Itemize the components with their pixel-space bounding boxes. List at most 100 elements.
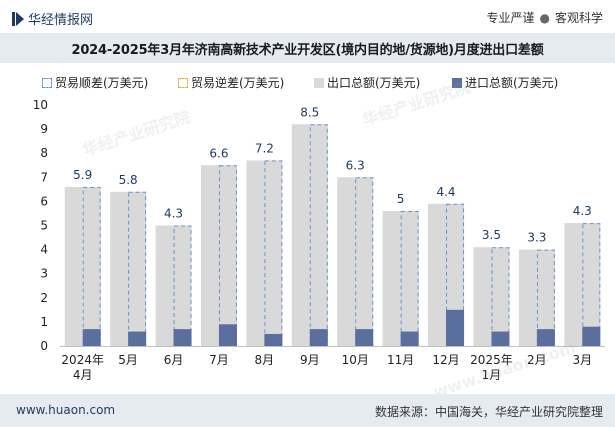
title-bar: 2024-2025年3月年济南高新技术产业开发区(境内目的地/货源地)月度进出口… xyxy=(0,33,615,63)
x-tick-label-line: 6月 xyxy=(164,353,184,367)
import-bar[interactable] xyxy=(446,309,465,346)
slogan-dot-icon: ● xyxy=(539,11,550,25)
export-bar[interactable] xyxy=(64,186,83,346)
legend-label-deficit: 贸易逆差(万美元) xyxy=(191,76,285,90)
legend-item-deficit[interactable]: 贸易逆差(万美元) xyxy=(178,74,284,91)
export-bar[interactable] xyxy=(155,225,174,347)
data-label: 4.3 xyxy=(573,204,592,218)
x-tick-label: 6月 xyxy=(164,353,184,367)
top-bar: 华经情报网 专业严谨 ● 客观科学 xyxy=(0,0,615,33)
import-bar[interactable] xyxy=(491,331,510,346)
surplus-bar[interactable] xyxy=(355,177,374,346)
x-tick-label-line: 11月 xyxy=(387,353,414,367)
export-bar-right xyxy=(173,225,192,346)
import-bar[interactable] xyxy=(582,326,601,346)
import-bar[interactable] xyxy=(173,329,192,346)
footer-site-link[interactable]: www.huaon.com xyxy=(16,403,116,417)
data-label: 5 xyxy=(397,192,405,206)
export-bar[interactable] xyxy=(110,191,129,346)
data-label: 4.3 xyxy=(164,207,183,221)
slogan-left: 专业严谨 xyxy=(486,11,535,25)
brand-name: 华经情报网 xyxy=(28,13,94,28)
y-tick-label: 3 xyxy=(40,267,48,281)
import-bar[interactable] xyxy=(82,329,101,346)
y-tick-label: 2 xyxy=(40,291,48,305)
import-bar[interactable] xyxy=(309,329,328,346)
surplus-bar[interactable] xyxy=(491,247,510,346)
x-tick-label: 7月 xyxy=(209,353,229,367)
x-tick-label: 11月 xyxy=(387,353,414,367)
data-label: 3.3 xyxy=(527,231,546,245)
legend-item-surplus[interactable]: 贸易顺差(万美元) xyxy=(42,74,148,91)
brand[interactable]: 华经情报网 xyxy=(12,9,93,28)
chart-area: 0 1 2 3 4 5 6 7 8 9 10 5.9 2024年 4月 5.8 5月 4.3 6月 6.6 7月 7.2… xyxy=(33,98,605,382)
data-label: 7.2 xyxy=(255,141,274,155)
legend-swatch-import xyxy=(452,78,462,88)
chart-title: 2024-2025年3月年济南高新技术产业开发区(境内目的地/货源地)月度进出口… xyxy=(71,43,544,58)
export-bar-right xyxy=(82,186,101,346)
legend-swatch-export xyxy=(314,78,324,88)
x-tick-label-line: 12月 xyxy=(432,353,459,367)
y-tick-label: 8 xyxy=(40,146,48,160)
x-tick-label: 2025年 1月 xyxy=(470,353,513,382)
export-bar[interactable] xyxy=(291,124,310,346)
data-label: 4.4 xyxy=(436,185,455,199)
export-bar[interactable] xyxy=(473,247,492,346)
x-tick-label: 12月 xyxy=(432,353,459,367)
x-tick-label: 2月 xyxy=(527,353,547,367)
surplus-bar[interactable] xyxy=(446,203,465,346)
export-bar[interactable] xyxy=(382,211,401,346)
export-bar-right xyxy=(536,249,555,346)
x-tick-label: 3月 xyxy=(572,353,592,367)
legend-label-surplus: 贸易顺差(万美元) xyxy=(55,76,149,90)
x-tick-label-line: 7月 xyxy=(209,353,229,367)
export-bar[interactable] xyxy=(518,249,537,346)
export-bar-right xyxy=(218,165,237,346)
x-tick-label: 8月 xyxy=(255,353,275,367)
export-bar-right xyxy=(355,177,374,346)
x-tick-label: 2024年 4月 xyxy=(61,353,104,382)
export-bar-right xyxy=(128,191,147,346)
x-tick-label-line: 10月 xyxy=(342,353,369,367)
export-bar[interactable] xyxy=(564,223,583,346)
x-tick-label: 9月 xyxy=(300,353,320,367)
data-label: 6.6 xyxy=(209,146,228,160)
export-bar[interactable] xyxy=(246,160,265,346)
export-bar[interactable] xyxy=(428,203,447,346)
x-tick-label-line: 9月 xyxy=(300,353,320,367)
legend-item-import[interactable]: 进口总额(万美元) xyxy=(452,74,558,91)
x-tick-label-line: 1月 xyxy=(482,368,502,382)
surplus-bar[interactable] xyxy=(400,211,419,347)
import-bar[interactable] xyxy=(128,331,147,346)
x-tick-label: 10月 xyxy=(342,353,369,367)
legend-item-export[interactable]: 出口总额(万美元) xyxy=(314,74,420,91)
y-tick-label: 4 xyxy=(40,243,48,257)
data-label: 6.3 xyxy=(346,158,365,172)
import-bar[interactable] xyxy=(536,329,555,346)
import-bar[interactable] xyxy=(264,333,283,346)
export-bar[interactable] xyxy=(200,165,219,346)
import-bar[interactable] xyxy=(400,331,419,346)
legend-label-import: 进口总额(万美元) xyxy=(465,76,559,90)
x-tick-label: 5月 xyxy=(118,353,138,367)
legend-swatch-deficit xyxy=(178,78,188,88)
x-tick-label-line: 3月 xyxy=(572,353,592,367)
export-bar-right xyxy=(264,160,283,346)
x-tick-label-line: 4月 xyxy=(73,368,93,382)
legend-swatch-surplus xyxy=(42,78,52,88)
brand-logo-icon xyxy=(12,12,24,26)
import-bar[interactable] xyxy=(218,324,237,346)
x-tick-label-line: 2025年 xyxy=(470,353,513,367)
surplus-bar[interactable] xyxy=(173,225,192,346)
x-tick-label-line: 2024年 xyxy=(61,353,104,367)
y-tick-label: 10 xyxy=(33,98,48,112)
export-bar[interactable] xyxy=(337,177,356,346)
export-bar-right xyxy=(400,211,419,346)
data-label: 5.8 xyxy=(119,173,138,187)
data-label: 3.5 xyxy=(482,228,501,242)
legend-label-export: 出口总额(万美元) xyxy=(327,76,421,90)
data-label: 8.5 xyxy=(300,105,319,119)
import-bar[interactable] xyxy=(355,329,374,346)
y-tick-label: 0 xyxy=(40,339,48,353)
y-tick-label: 9 xyxy=(40,122,48,136)
